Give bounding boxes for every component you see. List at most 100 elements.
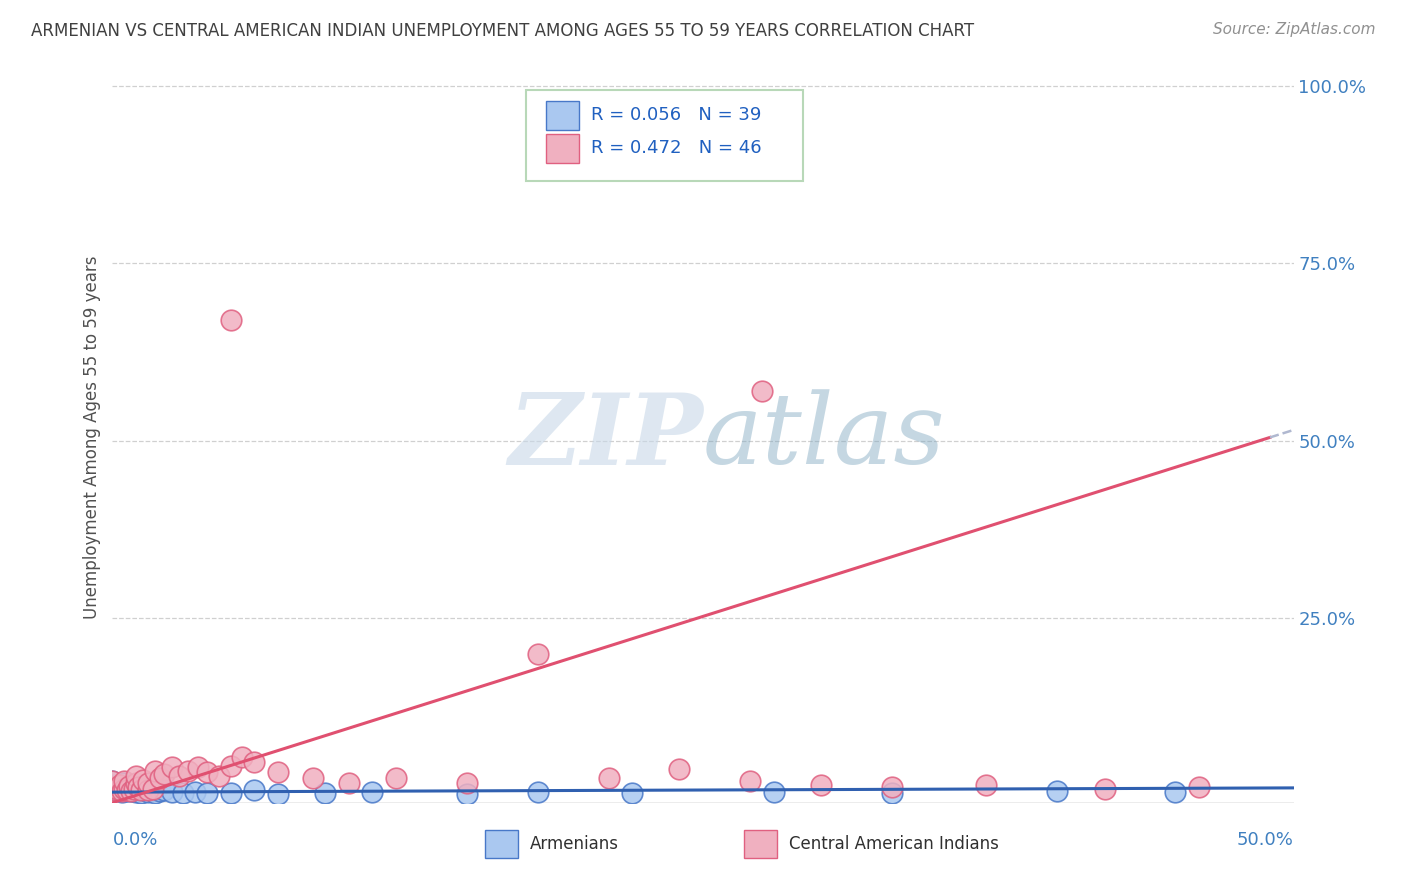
Point bbox=[195, 786, 218, 800]
Y-axis label: Unemployment Among Ages 55 to 59 years: Unemployment Among Ages 55 to 59 years bbox=[83, 255, 101, 619]
Text: R = 0.472   N = 46: R = 0.472 N = 46 bbox=[591, 139, 762, 157]
Point bbox=[186, 760, 208, 774]
Point bbox=[740, 774, 762, 789]
Point bbox=[120, 784, 142, 798]
Point bbox=[136, 781, 159, 796]
Point bbox=[880, 786, 903, 800]
Point bbox=[122, 781, 145, 796]
Point bbox=[143, 764, 166, 778]
Point bbox=[115, 783, 138, 797]
Point bbox=[153, 783, 176, 797]
Point bbox=[101, 774, 124, 789]
Point bbox=[526, 785, 548, 799]
Point bbox=[880, 780, 903, 794]
Point bbox=[976, 778, 998, 792]
Point bbox=[112, 776, 135, 790]
Point bbox=[810, 778, 832, 792]
Point bbox=[127, 783, 149, 797]
Point bbox=[105, 783, 128, 797]
Point bbox=[122, 781, 145, 796]
Text: Source: ZipAtlas.com: Source: ZipAtlas.com bbox=[1212, 22, 1375, 37]
Text: ZIP: ZIP bbox=[508, 389, 703, 485]
Point bbox=[208, 769, 231, 783]
Point bbox=[108, 780, 131, 794]
Point bbox=[526, 647, 548, 661]
Point bbox=[136, 776, 159, 790]
Point bbox=[243, 755, 266, 769]
Point bbox=[112, 774, 135, 789]
Point bbox=[149, 784, 172, 798]
Point bbox=[111, 783, 134, 797]
Point bbox=[142, 783, 165, 797]
Point bbox=[129, 786, 152, 800]
Point bbox=[160, 785, 183, 799]
Point bbox=[231, 749, 253, 764]
Point bbox=[153, 767, 176, 781]
Point bbox=[101, 774, 124, 789]
Point bbox=[112, 781, 135, 796]
Point bbox=[108, 778, 131, 792]
Point bbox=[598, 771, 620, 785]
Point bbox=[167, 769, 190, 783]
Point bbox=[1094, 781, 1116, 796]
FancyBboxPatch shape bbox=[485, 830, 517, 858]
Text: Armenians: Armenians bbox=[530, 835, 619, 853]
Point bbox=[621, 786, 644, 800]
Point bbox=[101, 778, 124, 792]
Point bbox=[120, 784, 142, 798]
Point bbox=[125, 778, 148, 792]
FancyBboxPatch shape bbox=[546, 134, 579, 163]
FancyBboxPatch shape bbox=[546, 101, 579, 130]
Point bbox=[143, 786, 166, 800]
Point bbox=[302, 771, 325, 785]
Point bbox=[172, 786, 194, 800]
Point bbox=[136, 783, 159, 797]
Point bbox=[149, 771, 172, 785]
Point bbox=[101, 780, 124, 794]
Point bbox=[456, 776, 478, 790]
Point bbox=[177, 764, 200, 778]
Point bbox=[118, 780, 141, 794]
Point bbox=[219, 313, 242, 327]
Point bbox=[132, 780, 155, 794]
Point bbox=[125, 785, 148, 799]
Point bbox=[762, 785, 785, 799]
Point bbox=[456, 787, 478, 801]
Text: ARMENIAN VS CENTRAL AMERICAN INDIAN UNEMPLOYMENT AMONG AGES 55 TO 59 YEARS CORRE: ARMENIAN VS CENTRAL AMERICAN INDIAN UNEM… bbox=[31, 22, 974, 40]
Point bbox=[184, 785, 207, 799]
Point bbox=[104, 783, 127, 797]
Text: atlas: atlas bbox=[703, 390, 946, 484]
Point bbox=[1164, 785, 1187, 799]
Point bbox=[1188, 780, 1211, 794]
Point bbox=[314, 786, 336, 800]
Point bbox=[112, 781, 135, 796]
Point bbox=[160, 760, 183, 774]
Point bbox=[337, 776, 360, 790]
Point bbox=[127, 780, 149, 794]
FancyBboxPatch shape bbox=[526, 90, 803, 181]
Point bbox=[105, 781, 128, 796]
Point bbox=[195, 765, 218, 780]
Point bbox=[267, 787, 290, 801]
Point bbox=[142, 781, 165, 796]
Point bbox=[243, 783, 266, 797]
Point bbox=[1046, 784, 1069, 798]
Point bbox=[115, 783, 138, 797]
Text: 50.0%: 50.0% bbox=[1237, 831, 1294, 849]
Point bbox=[101, 781, 124, 796]
Point bbox=[125, 776, 148, 790]
Point bbox=[751, 384, 773, 398]
Point bbox=[125, 769, 148, 783]
Point bbox=[129, 783, 152, 797]
Text: 0.0%: 0.0% bbox=[112, 831, 157, 849]
Point bbox=[132, 773, 155, 788]
Point bbox=[361, 785, 384, 799]
Point bbox=[118, 779, 141, 793]
Point bbox=[219, 786, 242, 800]
Text: R = 0.056   N = 39: R = 0.056 N = 39 bbox=[591, 106, 761, 124]
Point bbox=[219, 759, 242, 773]
Point bbox=[111, 785, 134, 799]
FancyBboxPatch shape bbox=[744, 830, 778, 858]
Point bbox=[267, 765, 290, 780]
Point bbox=[136, 785, 159, 799]
